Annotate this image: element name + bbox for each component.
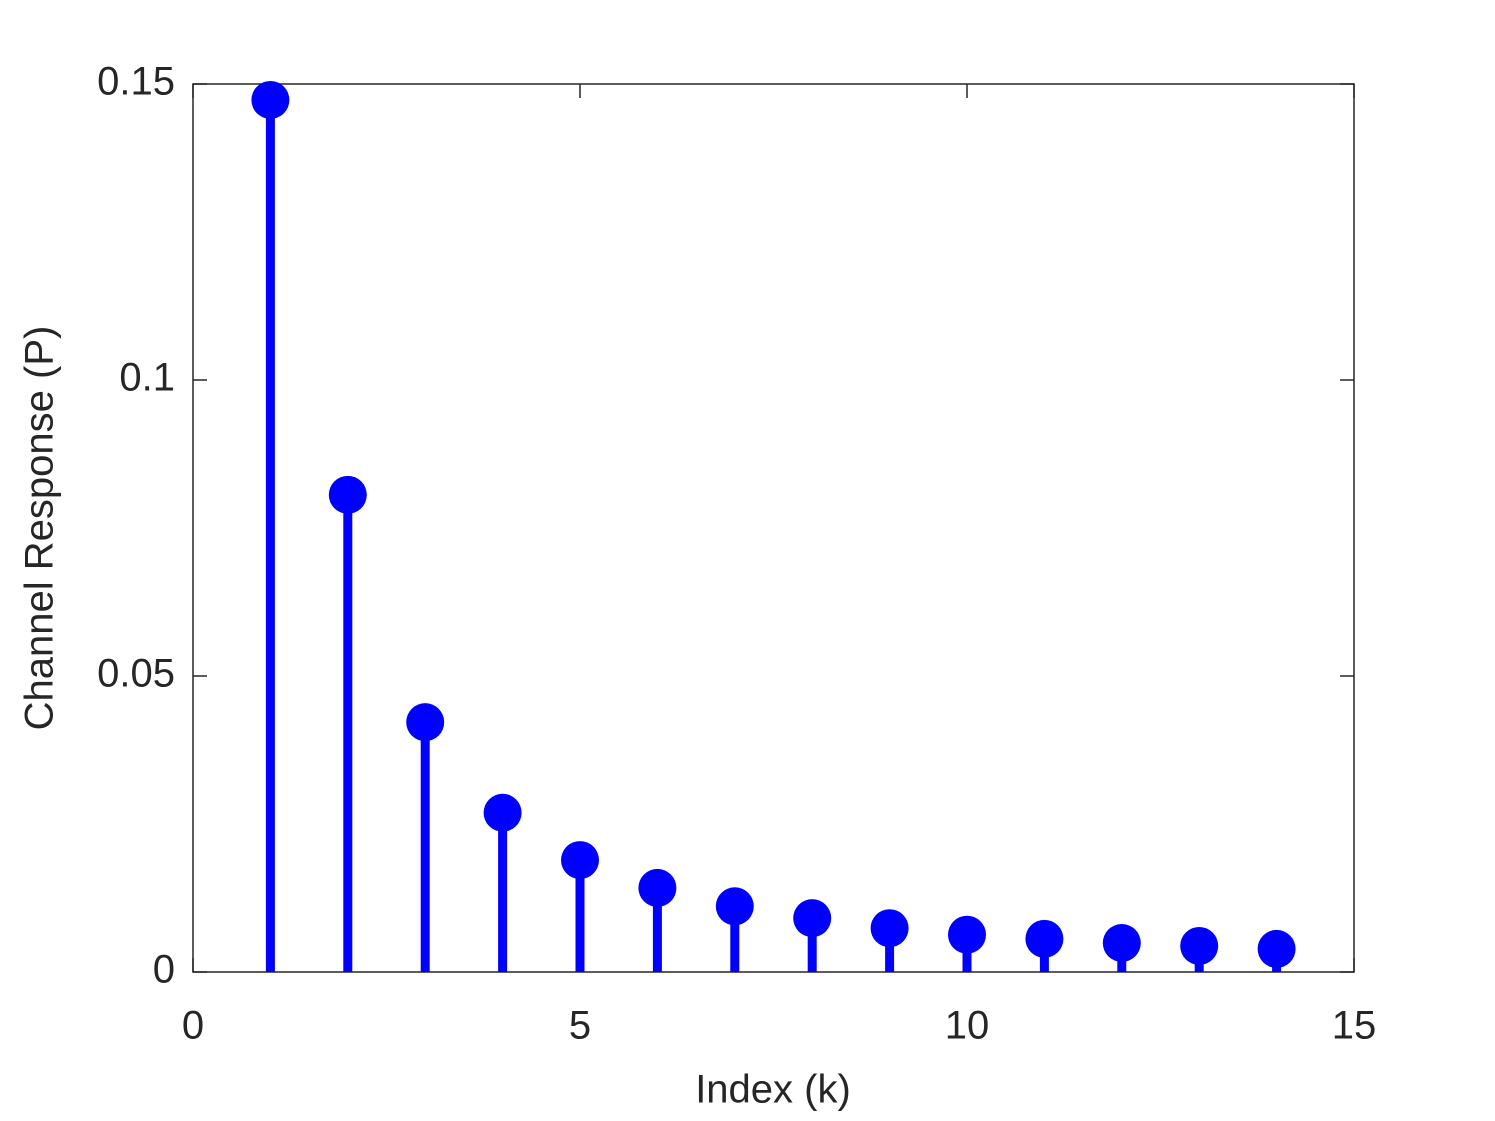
stem-marker bbox=[1102, 923, 1141, 962]
stem-marker bbox=[1025, 919, 1064, 958]
stem-marker bbox=[483, 793, 522, 832]
y-tick-label: 0.05 bbox=[97, 652, 175, 696]
y-tick-label: 0.15 bbox=[97, 60, 175, 104]
y-tick-label: 0.1 bbox=[119, 356, 175, 400]
stem-marker bbox=[561, 841, 599, 880]
plot-frame bbox=[192, 83, 1355, 973]
x-tick-label: 0 bbox=[182, 1004, 204, 1048]
stem-marker bbox=[948, 915, 986, 954]
x-axis-label: Index (k) bbox=[695, 1068, 851, 1112]
x-tick-label: 5 bbox=[569, 1004, 591, 1048]
y-axis-label: Channel Response (P) bbox=[18, 326, 62, 731]
stem-marker bbox=[1257, 929, 1296, 968]
stem-marker bbox=[715, 887, 754, 926]
stem-marker bbox=[638, 868, 677, 907]
stem-marker bbox=[251, 80, 290, 119]
x-tick-label: 15 bbox=[1332, 1004, 1377, 1048]
x-tick-label: 10 bbox=[945, 1004, 990, 1048]
stem-marker bbox=[406, 703, 445, 742]
y-tick-label: 0 bbox=[153, 948, 175, 992]
stem-marker bbox=[793, 899, 832, 938]
stem-marker bbox=[1180, 926, 1219, 965]
stem-marker bbox=[328, 475, 367, 514]
stem-marker bbox=[870, 909, 909, 948]
